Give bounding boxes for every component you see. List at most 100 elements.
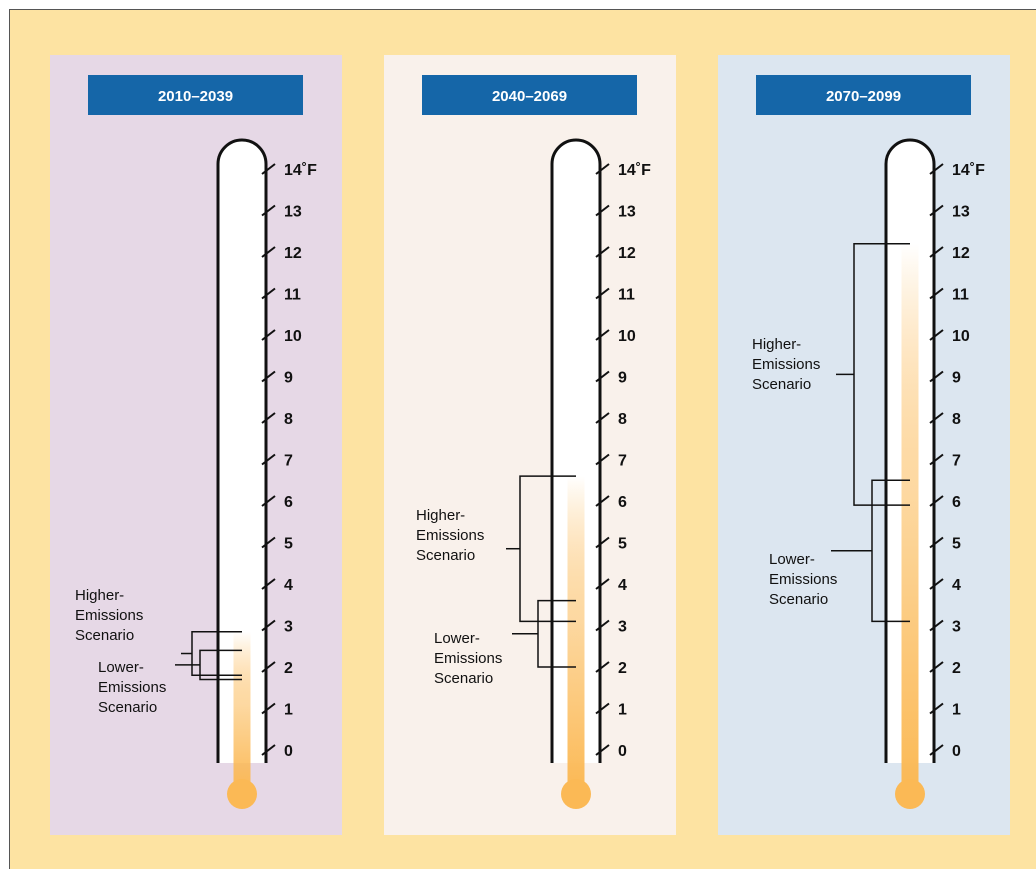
tick-mark <box>595 329 610 341</box>
tick-mark <box>929 370 944 383</box>
figure-frame <box>9 9 1036 869</box>
mercury-column <box>901 243 919 792</box>
tick-label: 8 <box>618 411 627 428</box>
tick-mark <box>595 412 610 424</box>
tick-label: 3 <box>618 619 627 636</box>
tick-label: 13 <box>618 204 636 221</box>
tick-label: 9 <box>618 370 627 387</box>
mercury-column <box>233 631 251 792</box>
tick-mark <box>261 412 276 424</box>
tick-label: 8 <box>284 411 293 428</box>
higher-emissions-label-line: Scenario <box>75 627 134 644</box>
tick-mark <box>261 370 276 383</box>
higher-emissions-label-line: Emissions <box>416 527 484 544</box>
tick-label: 7 <box>284 453 293 470</box>
tick-mark <box>595 204 610 217</box>
tick-mark <box>261 453 276 466</box>
tick-label: 9 <box>284 370 293 387</box>
tick-mark <box>595 495 610 507</box>
period-title: 2040–2069 <box>492 88 567 105</box>
tick-label: 9 <box>952 370 961 387</box>
tick-label: 14˚F <box>952 162 985 179</box>
higher-emissions-label-line: Higher- <box>416 507 465 524</box>
tick-label: 0 <box>284 743 293 760</box>
tick-mark <box>929 536 944 549</box>
thermometer-tube <box>550 138 602 763</box>
tick-label: 4 <box>952 577 961 594</box>
higher-emissions-label-line: Scenario <box>416 547 475 564</box>
mercury-column <box>567 476 585 792</box>
lower-emissions-label-line: Emissions <box>434 650 502 667</box>
tick-label: 6 <box>618 494 627 511</box>
tick-mark <box>595 246 610 258</box>
tick-mark <box>929 702 944 715</box>
higher-emissions-label-line: Scenario <box>752 376 811 393</box>
tick-mark <box>595 744 610 756</box>
tick-mark <box>261 495 276 507</box>
panel-background <box>384 55 676 835</box>
tick-label: 12 <box>618 245 636 262</box>
tick-label: 11 <box>952 287 969 304</box>
tick-mark <box>261 329 276 341</box>
tick-label: 5 <box>618 536 627 553</box>
tick-mark <box>929 661 944 673</box>
tick-label: 10 <box>618 328 636 345</box>
tick-label: 1 <box>952 702 961 719</box>
tick-label: 12 <box>952 245 970 262</box>
tick-mark <box>929 744 944 756</box>
tick-label: 12 <box>284 245 302 262</box>
tick-mark <box>929 287 944 300</box>
lower-emissions-label: Lower- Emissions Scenario <box>98 659 166 716</box>
tick-label: 8 <box>952 411 961 428</box>
higher-emissions-label: Higher- Emissions Scenario <box>416 507 484 564</box>
tick-mark <box>261 619 276 632</box>
tick-label: 3 <box>284 619 293 636</box>
tick-label: 2 <box>618 660 627 677</box>
tick-label: 11 <box>284 287 301 304</box>
tick-label: 10 <box>952 328 970 345</box>
tick-label: 13 <box>952 204 970 221</box>
higher-emissions-label: Higher- Emissions Scenario <box>752 336 820 393</box>
tick-mark <box>261 204 276 217</box>
tick-mark <box>261 163 276 175</box>
lower-emissions-label-line: Scenario <box>98 699 157 716</box>
higher-emissions-label-line: Emissions <box>75 607 143 624</box>
panel-background <box>50 55 342 835</box>
period-header <box>422 75 637 115</box>
lower-emissions-label-line: Lower- <box>769 551 815 568</box>
tick-mark <box>595 619 610 632</box>
tick-mark <box>929 495 944 507</box>
lower-emissions-label-line: Scenario <box>769 591 828 608</box>
tick-label: 6 <box>952 494 961 511</box>
tick-label: 1 <box>284 702 293 719</box>
tick-label: 10 <box>284 328 302 345</box>
tick-mark <box>261 702 276 715</box>
tick-label: 0 <box>618 743 627 760</box>
tick-mark <box>595 370 610 383</box>
tick-mark <box>929 619 944 632</box>
tick-label: 13 <box>284 204 302 221</box>
mercury-bulb <box>227 779 257 809</box>
tick-mark <box>595 578 610 590</box>
tick-mark <box>929 204 944 217</box>
period-header <box>88 75 303 115</box>
higher-emissions-label-line: Higher- <box>752 336 801 353</box>
tick-mark <box>261 287 276 300</box>
tick-mark <box>929 412 944 424</box>
tick-mark <box>929 578 944 590</box>
tick-mark <box>929 246 944 258</box>
tick-mark <box>595 536 610 549</box>
tick-mark <box>595 702 610 715</box>
period-title: 2010–2039 <box>158 88 233 105</box>
tick-mark <box>261 246 276 258</box>
tick-label: 5 <box>952 536 961 553</box>
lower-emissions-label-line: Emissions <box>769 571 837 588</box>
tick-label: 5 <box>284 536 293 553</box>
tick-label: 2 <box>284 660 293 677</box>
thermometer-tube <box>216 138 268 763</box>
lower-emissions-label-line: Scenario <box>434 670 493 687</box>
tick-mark <box>595 661 610 673</box>
tick-mark <box>261 578 276 590</box>
